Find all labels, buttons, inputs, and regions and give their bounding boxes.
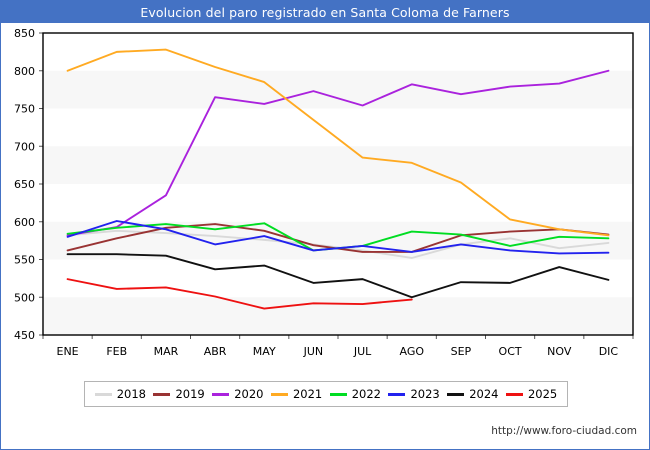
y-tick-label: 650 <box>14 178 35 191</box>
chart-plot-area: 450 500 550 600 650 700 750 800 850 ENE FEB MAR ABR… <box>1 23 649 363</box>
plot-frame <box>42 32 634 336</box>
legend-item-2022[interactable]: 2022 <box>329 387 382 401</box>
legend-label: 2020 <box>234 387 264 401</box>
legend-item-2024[interactable]: 2024 <box>447 387 499 401</box>
legend-swatch-icon <box>329 392 347 396</box>
x-axis-tick-labels: ENE FEB MAR ABR MAY JUN JUL AGO SEP OCT NOV DIC <box>57 345 619 358</box>
legend-label: 2022 <box>351 387 382 401</box>
legend-item-2023[interactable]: 2023 <box>388 387 440 401</box>
y-axis-tick-labels: 450 500 550 600 650 700 750 800 850 <box>14 27 43 342</box>
series-line-2021 <box>66 48 610 237</box>
legend-swatch-icon <box>212 392 230 396</box>
legend-swatch-icon <box>505 392 523 396</box>
y-tick-label: 750 <box>14 103 35 116</box>
x-tick-label: NOV <box>547 345 572 358</box>
line-chart: 450 500 550 600 650 700 750 800 850 ENE FEB MAR ABR… <box>14 27 634 358</box>
y-tick-label: 800 <box>14 65 35 78</box>
x-tick-label: JUL <box>353 345 372 358</box>
x-tick-label: SEP <box>451 345 472 358</box>
legend-label: 2019 <box>175 387 205 401</box>
x-tick-label: JUN <box>303 345 324 358</box>
x-tick-label: MAY <box>253 345 276 358</box>
legend-label: 2023 <box>410 387 440 401</box>
x-tick-label: OCT <box>499 345 522 358</box>
legend-swatch-icon <box>447 392 465 396</box>
chart-legend: 2018 2019 2020 2021 2022 2023 2024 2025 <box>84 381 568 407</box>
y-tick-label: 600 <box>14 216 35 229</box>
series-line-2025 <box>66 278 413 310</box>
legend-swatch-icon <box>94 392 112 396</box>
x-tick-label: FEB <box>106 345 127 358</box>
y-tick-label: 850 <box>14 27 35 40</box>
y-tick-label: 550 <box>14 254 35 267</box>
alternating-bands <box>43 33 633 335</box>
legend-item-2021[interactable]: 2021 <box>270 387 323 401</box>
y-tick-label: 500 <box>14 291 35 304</box>
legend-label: 2025 <box>527 387 558 401</box>
source-url: http://www.foro-ciudad.com <box>491 425 637 437</box>
legend-swatch-icon <box>270 392 288 396</box>
x-tick-label: DIC <box>599 345 619 358</box>
y-tick-label: 450 <box>14 329 35 342</box>
x-tick-label: MAR <box>154 345 179 358</box>
series-line-2020 <box>66 69 610 237</box>
window-title-bar: Evolucion del paro registrado en Santa C… <box>1 1 649 23</box>
page-title: Evolucion del paro registrado en Santa C… <box>140 4 510 20</box>
data-series-group <box>66 48 610 310</box>
legend-swatch-icon <box>153 392 171 396</box>
series-line-2024 <box>66 253 610 299</box>
legend-label: 2018 <box>116 387 147 401</box>
y-tick-label: 700 <box>14 140 35 153</box>
legend-swatch-icon <box>388 392 406 396</box>
x-tick-label: AGO <box>399 345 424 358</box>
legend-label: 2021 <box>292 387 323 401</box>
legend-label: 2024 <box>469 387 499 401</box>
series-line-2023 <box>66 220 610 255</box>
x-tick-label: ABR <box>204 345 227 358</box>
x-tick-label: ENE <box>57 345 79 358</box>
legend-item-2020[interactable]: 2020 <box>212 387 264 401</box>
legend-item-2018[interactable]: 2018 <box>94 387 147 401</box>
legend-item-2019[interactable]: 2019 <box>153 387 205 401</box>
legend-item-2025[interactable]: 2025 <box>505 387 558 401</box>
